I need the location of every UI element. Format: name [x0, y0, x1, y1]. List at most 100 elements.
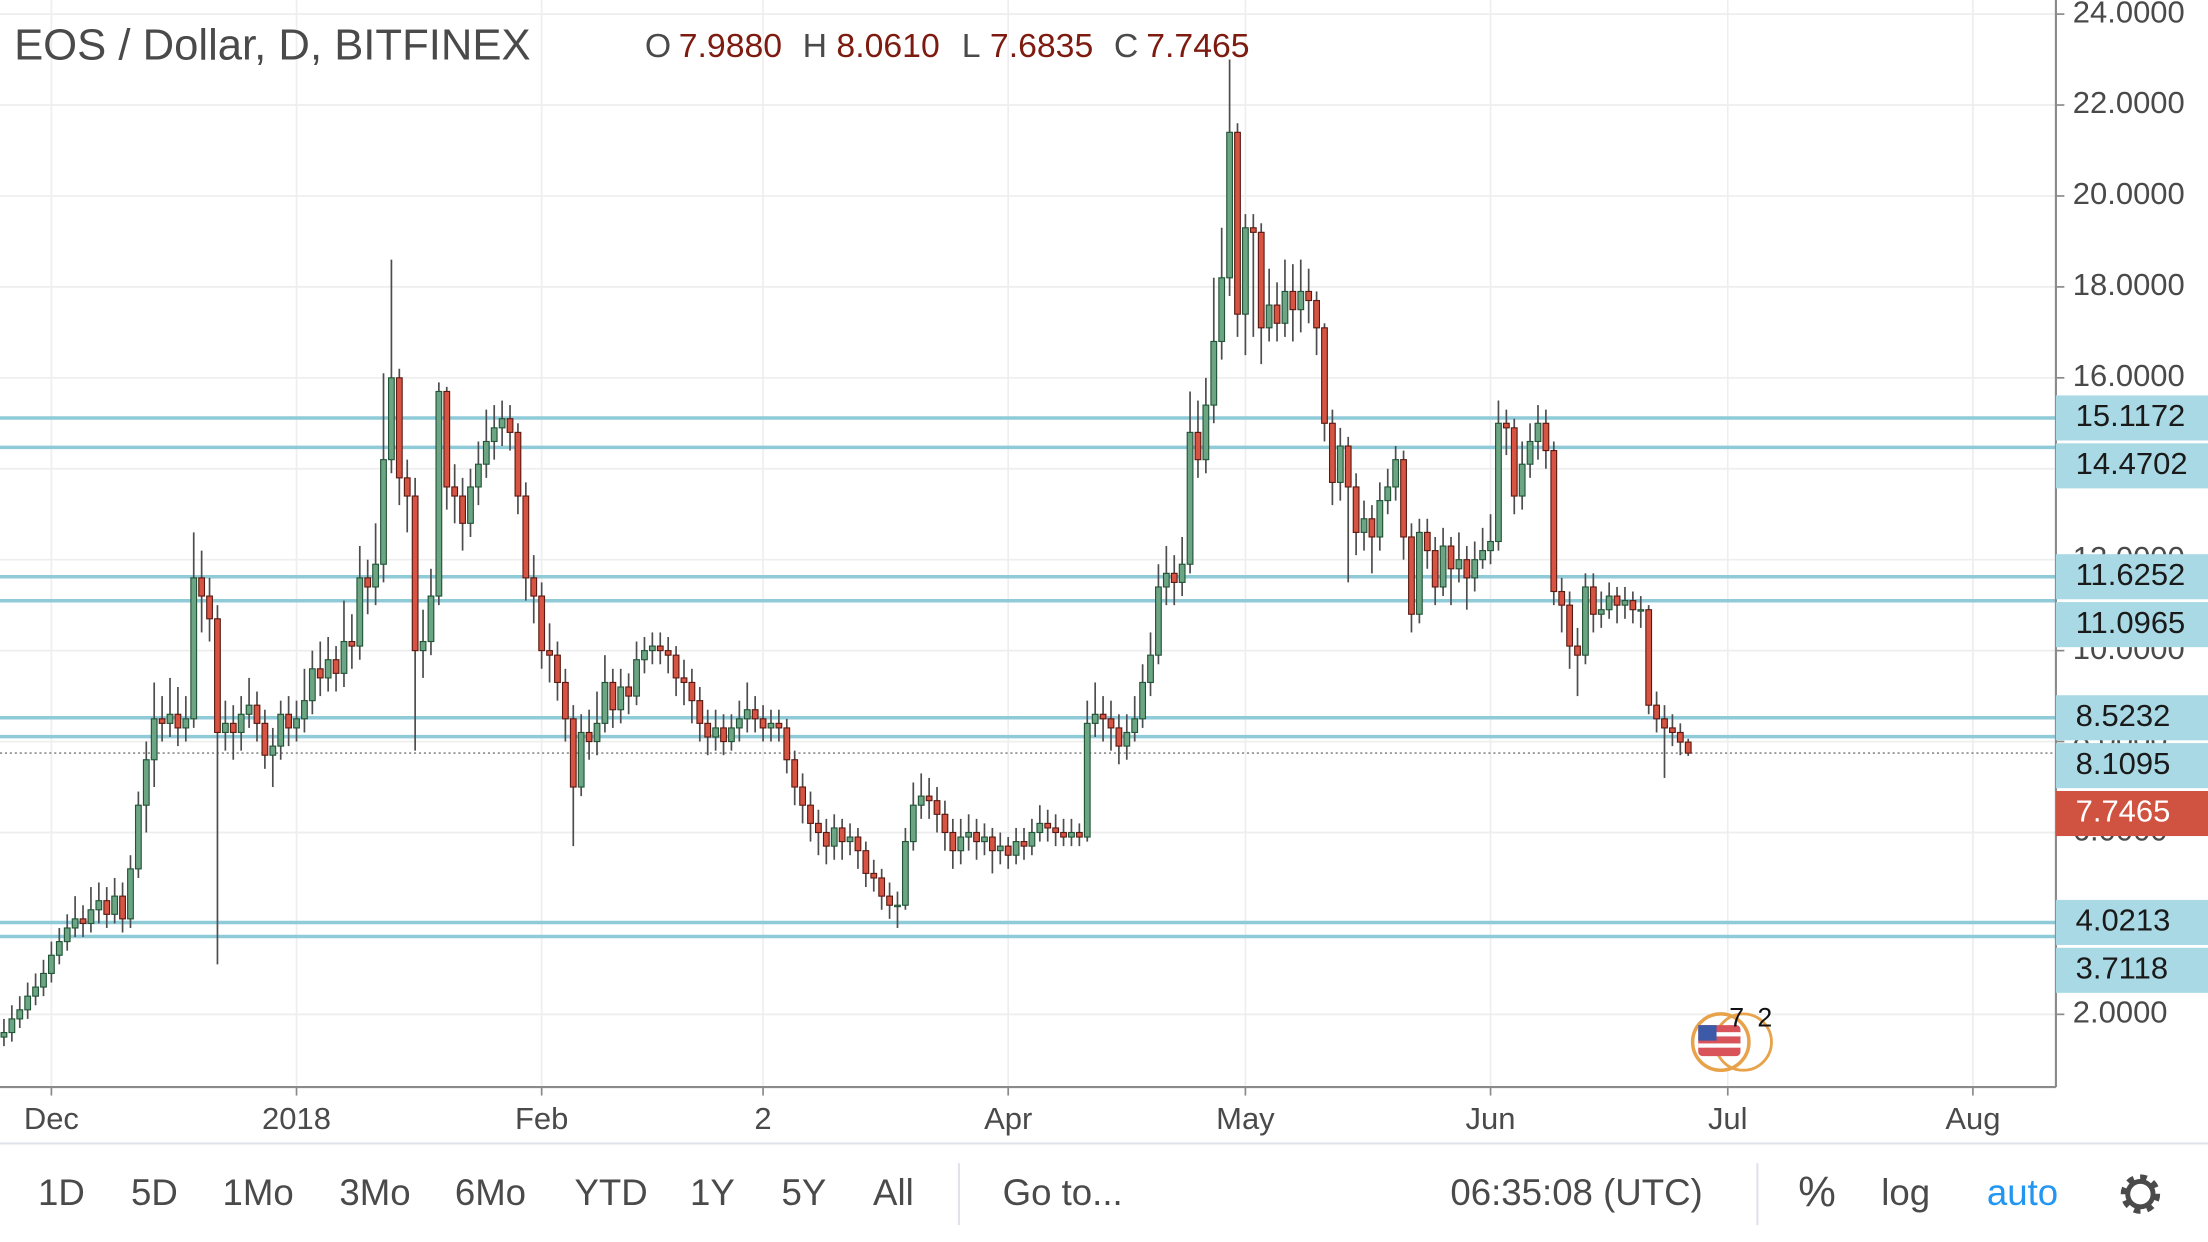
candle-body [1384, 486, 1392, 502]
candle-body [704, 722, 712, 738]
candle-body [1194, 431, 1202, 461]
candle-body [672, 654, 680, 679]
candle-body [1242, 227, 1249, 315]
candle-body [1313, 299, 1320, 329]
candle-body [1352, 486, 1360, 533]
candle-body [633, 659, 640, 697]
candle-body [24, 995, 32, 1011]
candle-body [1400, 459, 1407, 538]
range-button[interactable]: 1D [38, 1172, 85, 1213]
candle-body [1534, 422, 1542, 443]
candle-body [1684, 741, 1692, 754]
range-button[interactable]: 1Y [690, 1172, 735, 1213]
candle-body [1676, 731, 1684, 743]
range-button[interactable]: All [873, 1172, 914, 1213]
candle-body [1597, 609, 1605, 615]
candle-body [308, 668, 316, 702]
candle-body [1645, 609, 1653, 706]
auto-toggle[interactable]: auto [1987, 1172, 2058, 1213]
price-label: 7.7465 [2076, 794, 2171, 829]
candle-body [1518, 463, 1526, 497]
candle-body [435, 390, 443, 597]
candle-body [1495, 422, 1502, 543]
candle-body [901, 841, 909, 906]
grid-layer [0, 0, 2056, 1088]
range-button[interactable]: 6Mo [455, 1172, 526, 1213]
candle-body [150, 718, 158, 761]
candle-body [380, 459, 387, 565]
candle-body [870, 872, 878, 879]
candle-body [40, 972, 47, 988]
candle-body [451, 486, 459, 497]
percent-toggle[interactable]: % [1798, 1169, 1836, 1216]
candle-body [815, 822, 822, 834]
candle-body [356, 577, 364, 647]
candle-body [1083, 722, 1091, 838]
candle-body [474, 463, 482, 488]
candle-body [1281, 290, 1289, 324]
range-button[interactable]: 3Mo [339, 1172, 410, 1213]
candle-body [1123, 731, 1131, 747]
candle-body [514, 431, 522, 497]
candle-body [1068, 831, 1075, 838]
candle-body [79, 918, 87, 924]
candle-body [767, 722, 775, 729]
candle-body [530, 577, 538, 597]
price-label-box [2055, 695, 2208, 741]
settings-button[interactable] [2120, 1174, 2161, 1214]
y-tick-label: 22.0000 [2073, 85, 2185, 120]
price-label-box [2055, 899, 2208, 945]
candle-body [1075, 831, 1083, 838]
log-toggle[interactable]: log [1881, 1172, 1930, 1213]
candle-body [1589, 586, 1597, 615]
candle-body [878, 877, 886, 897]
candle-body [862, 850, 870, 874]
candle-body [1621, 600, 1629, 606]
candle-body [395, 377, 403, 479]
event-badge[interactable]: 7 2 [1690, 1003, 1773, 1072]
candle-body [625, 686, 633, 697]
flag-stripe [1698, 1032, 1741, 1037]
candle-body [1218, 277, 1226, 343]
candle-body [641, 650, 648, 661]
candle-body [419, 640, 427, 652]
candle-body [427, 595, 435, 643]
x-tick-label: 2018 [262, 1101, 331, 1136]
candle-body [1170, 572, 1178, 583]
candle-body [87, 909, 95, 924]
candle-body [941, 813, 949, 834]
range-button[interactable]: 5Y [782, 1172, 827, 1213]
candle-body [1289, 290, 1297, 311]
candle-body [47, 954, 55, 974]
range-button[interactable]: YTD [575, 1172, 648, 1213]
candle-body [799, 786, 807, 806]
candle-body [1147, 654, 1154, 684]
candle-body [142, 759, 150, 806]
candle-body [609, 681, 617, 711]
candle-body [32, 986, 39, 997]
price-label-box [2055, 790, 2208, 837]
candle-body [656, 645, 664, 652]
candle-body [996, 845, 1004, 852]
x-tick-label: 2 [754, 1101, 771, 1136]
candle-body [909, 804, 917, 843]
candle-body [894, 904, 901, 908]
candle-body [981, 836, 988, 843]
candle-body [1431, 550, 1439, 588]
candle-body [372, 563, 380, 588]
candle-body [1297, 290, 1305, 311]
candle-body [498, 418, 506, 429]
candle-body [1629, 600, 1637, 611]
candle-body [886, 895, 893, 906]
candle-body [728, 727, 735, 743]
candle-body [1099, 713, 1107, 720]
range-button[interactable]: 1Mo [222, 1172, 293, 1213]
candle-body [301, 700, 308, 720]
goto-button[interactable]: Go to... [1003, 1172, 1123, 1213]
price-label: 14.4702 [2076, 446, 2188, 481]
candle-body [1423, 531, 1431, 552]
candle-body [174, 713, 182, 729]
y-tick-label: 18.0000 [2073, 267, 2185, 302]
range-button[interactable]: 5D [131, 1172, 178, 1213]
